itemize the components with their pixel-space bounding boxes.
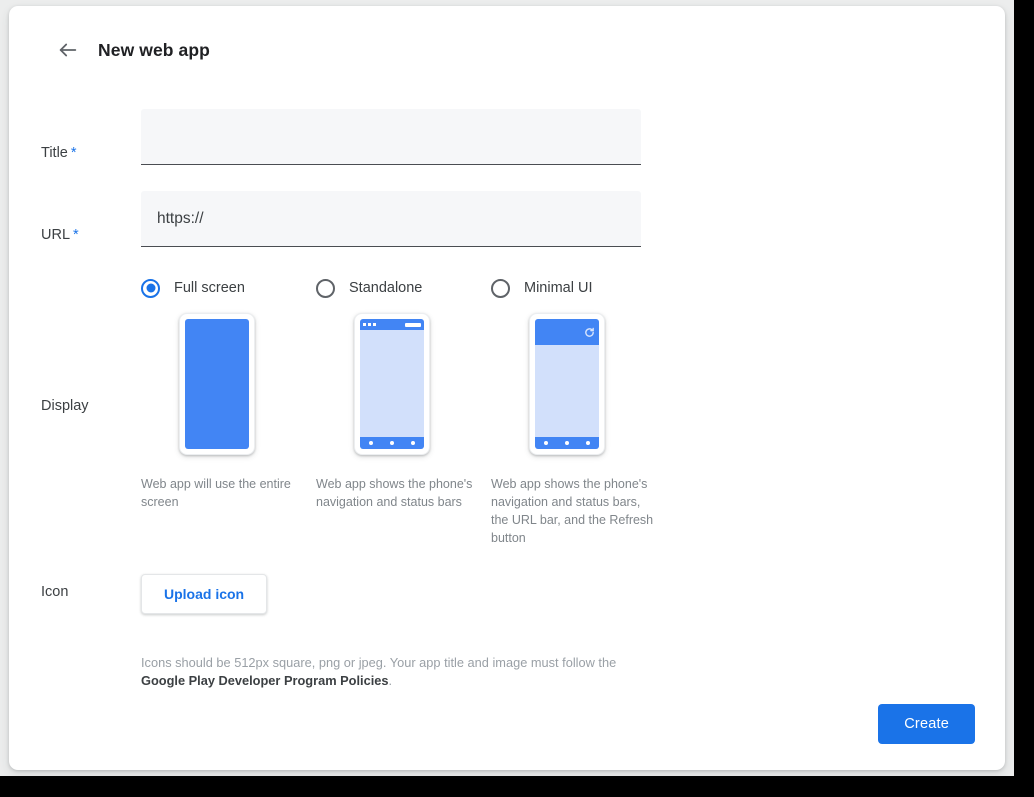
phone-nav-bar — [360, 437, 424, 449]
page-title: New web app — [98, 39, 210, 60]
screen-edge-right — [1014, 0, 1034, 797]
url-input[interactable] — [141, 191, 641, 247]
radio-standalone[interactable] — [316, 278, 335, 298]
radio-minimal-ui[interactable] — [491, 278, 510, 298]
phone-nav-bar — [535, 437, 599, 449]
dialog-header: New web app — [9, 6, 1005, 94]
phone-screen-minimal-ui — [535, 319, 599, 449]
display-option-full-screen[interactable]: Full screen Web app will use the entire … — [141, 276, 316, 547]
form-row-icon: Icon Upload icon Icons should be 512px s… — [9, 574, 1005, 690]
phone-frame-minimal-ui — [529, 313, 605, 455]
radio-label-minimal-ui: Minimal UI — [524, 280, 593, 296]
radio-line-minimal-ui[interactable]: Minimal UI — [491, 276, 666, 300]
radio-line-standalone[interactable]: Standalone — [316, 276, 491, 300]
phone-frame-full-screen — [179, 313, 255, 455]
description-standalone: Web app shows the phone's navigation and… — [316, 477, 473, 509]
phone-content-area — [360, 330, 424, 437]
display-option-standalone[interactable]: Standalone — [316, 276, 491, 547]
arrow-left-icon — [57, 39, 79, 61]
google-play-policies-link[interactable]: Google Play Developer Program Policies — [141, 673, 389, 688]
status-dots-icon — [363, 323, 376, 326]
title-field-wrap — [141, 109, 1005, 165]
title-label: Title * — [9, 143, 141, 163]
phone-screen-standalone — [360, 319, 424, 449]
icon-label: Icon — [41, 584, 69, 600]
radio-label-full-screen: Full screen — [174, 280, 245, 296]
form-row-url: URL * — [9, 191, 1005, 247]
phone-status-bar — [360, 319, 424, 330]
radio-line-full-screen[interactable]: Full screen — [141, 276, 316, 300]
display-option-minimal-ui[interactable]: Minimal UI — [491, 276, 666, 547]
new-web-app-dialog: New web app Title* URL* Display — [9, 6, 1005, 770]
title-required-star: * — [70, 145, 77, 161]
screen-edge-bottom — [0, 776, 1034, 797]
refresh-icon — [584, 327, 595, 338]
description-full-screen: Web app will use the entire screen — [141, 477, 291, 509]
status-pill-icon — [405, 322, 421, 327]
title-label-text: Title — [41, 145, 68, 161]
icon-help-text: Icons should be 512px square, png or jpe… — [141, 654, 661, 690]
create-button[interactable]: Create — [878, 704, 975, 744]
description-minimal-ui: Web app shows the phone's navigation and… — [491, 477, 654, 545]
url-label: URL * — [9, 225, 141, 245]
url-label-text: URL — [41, 227, 71, 243]
icon-help-after: . — [388, 673, 393, 688]
phone-screen-full-screen — [185, 319, 249, 449]
phone-frame-standalone — [354, 313, 430, 455]
radio-full-screen[interactable] — [141, 278, 160, 298]
url-field-wrap — [141, 191, 1005, 247]
icon-field-wrap: Upload icon Icons should be 512px square… — [141, 574, 1005, 690]
url-required-star: * — [73, 227, 79, 243]
preview-standalone — [354, 313, 430, 455]
preview-minimal-ui — [529, 313, 605, 455]
icon-help-before: Icons should be 512px square, png or jpe… — [141, 655, 617, 670]
preview-full-screen — [179, 313, 255, 455]
phone-content-area — [535, 345, 599, 437]
radio-label-standalone: Standalone — [349, 280, 423, 296]
display-options: Full screen Web app will use the entire … — [141, 276, 1005, 547]
display-options-wrap: Full screen Web app will use the entire … — [141, 276, 1005, 547]
title-input[interactable] — [141, 109, 641, 165]
upload-icon-button[interactable]: Upload icon — [141, 574, 268, 614]
back-button[interactable] — [53, 35, 83, 65]
form-row-display: Display Full screen W — [9, 276, 1005, 547]
form-row-title: Title * — [9, 109, 1005, 165]
display-label: Display — [41, 398, 89, 414]
phone-url-bar — [535, 319, 599, 345]
